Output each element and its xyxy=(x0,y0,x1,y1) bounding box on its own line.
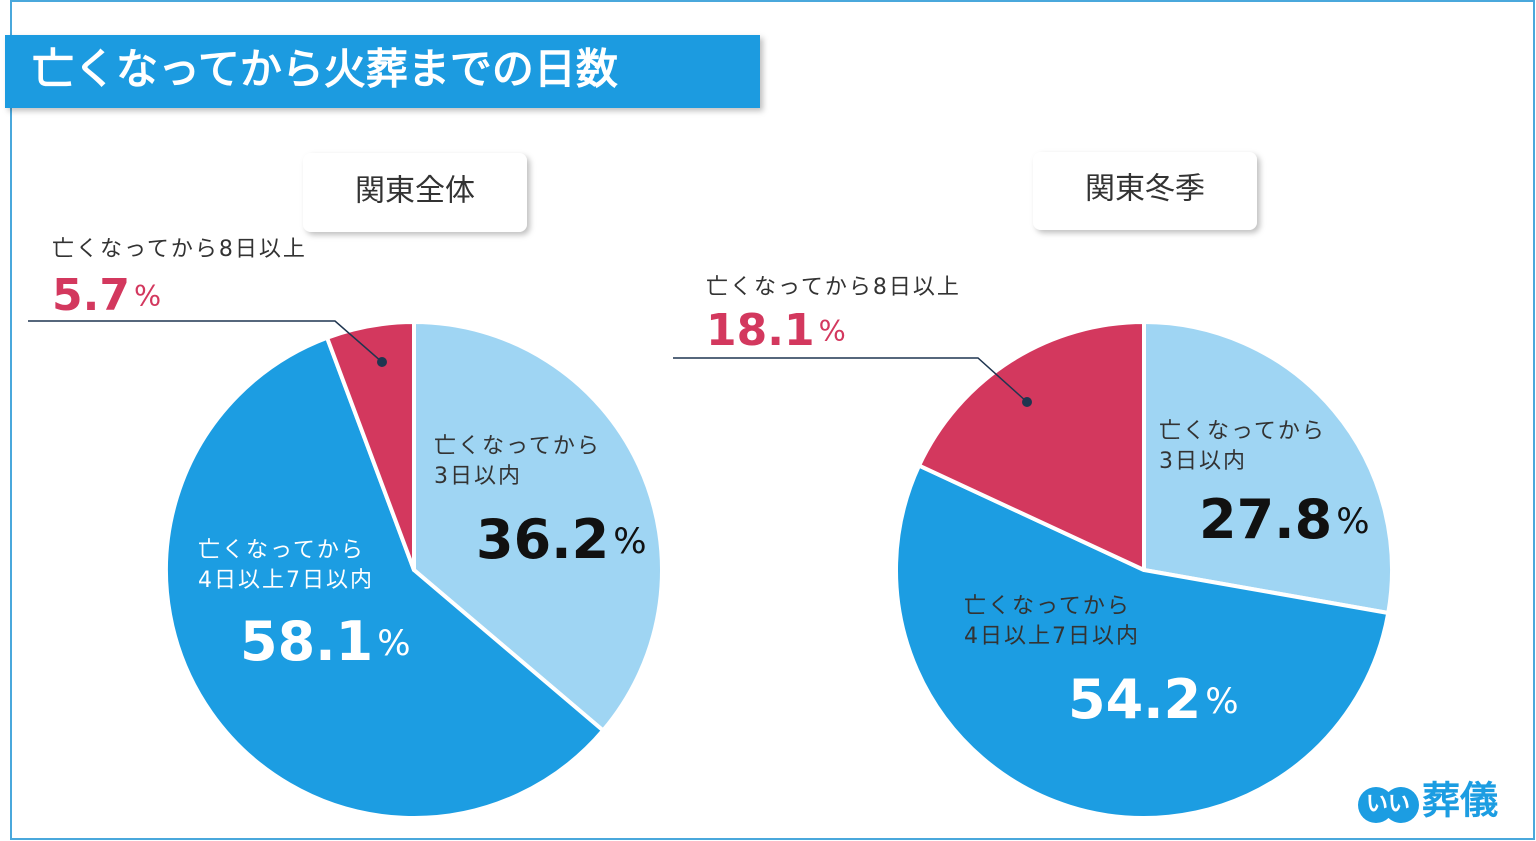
value-label: 27.8% xyxy=(1199,488,1370,551)
logo-circle xyxy=(1383,787,1419,823)
leader-dot xyxy=(377,357,387,367)
panel-title: 関東冬季 xyxy=(1085,172,1205,207)
pie-slice xyxy=(917,320,1146,572)
leader-line xyxy=(673,357,1028,403)
pie-slice xyxy=(1142,320,1394,615)
slice-label: 亡くなってから8日以上 xyxy=(706,275,961,300)
slice-label: 亡くなってから8日以上 xyxy=(52,237,307,262)
value-label: 58.1% xyxy=(240,610,411,673)
value-label: 5.7% xyxy=(52,270,161,321)
slice-label: 亡くなってから 3日以内 xyxy=(434,434,601,489)
slice-label: 亡くなってから 3日以内 xyxy=(1159,419,1326,474)
logo-badge: いい xyxy=(1366,792,1410,817)
pie-slice xyxy=(412,320,664,733)
title: 亡くなってから火葬までの日数 xyxy=(32,45,618,94)
logo-circle xyxy=(1358,787,1394,823)
slice-label: 亡くなってから 4日以上7日以内 xyxy=(198,538,374,593)
panel-title-box xyxy=(1033,152,1257,230)
slice-label: 亡くなってから 4日以上7日以内 xyxy=(964,594,1140,649)
pie-slice xyxy=(325,320,416,572)
value-label: 18.1% xyxy=(706,305,846,356)
leader-line xyxy=(28,320,383,363)
logo-text: 葬儀 xyxy=(1422,779,1498,823)
leader-dot xyxy=(1022,397,1032,407)
panel-title: 関東全体 xyxy=(355,174,475,209)
panel-title-box xyxy=(303,153,527,232)
value-label: 54.2% xyxy=(1068,668,1239,731)
title-banner xyxy=(5,35,760,108)
value-label: 36.2% xyxy=(476,508,647,571)
pie-slice xyxy=(894,463,1391,820)
pie-slice xyxy=(164,335,606,820)
